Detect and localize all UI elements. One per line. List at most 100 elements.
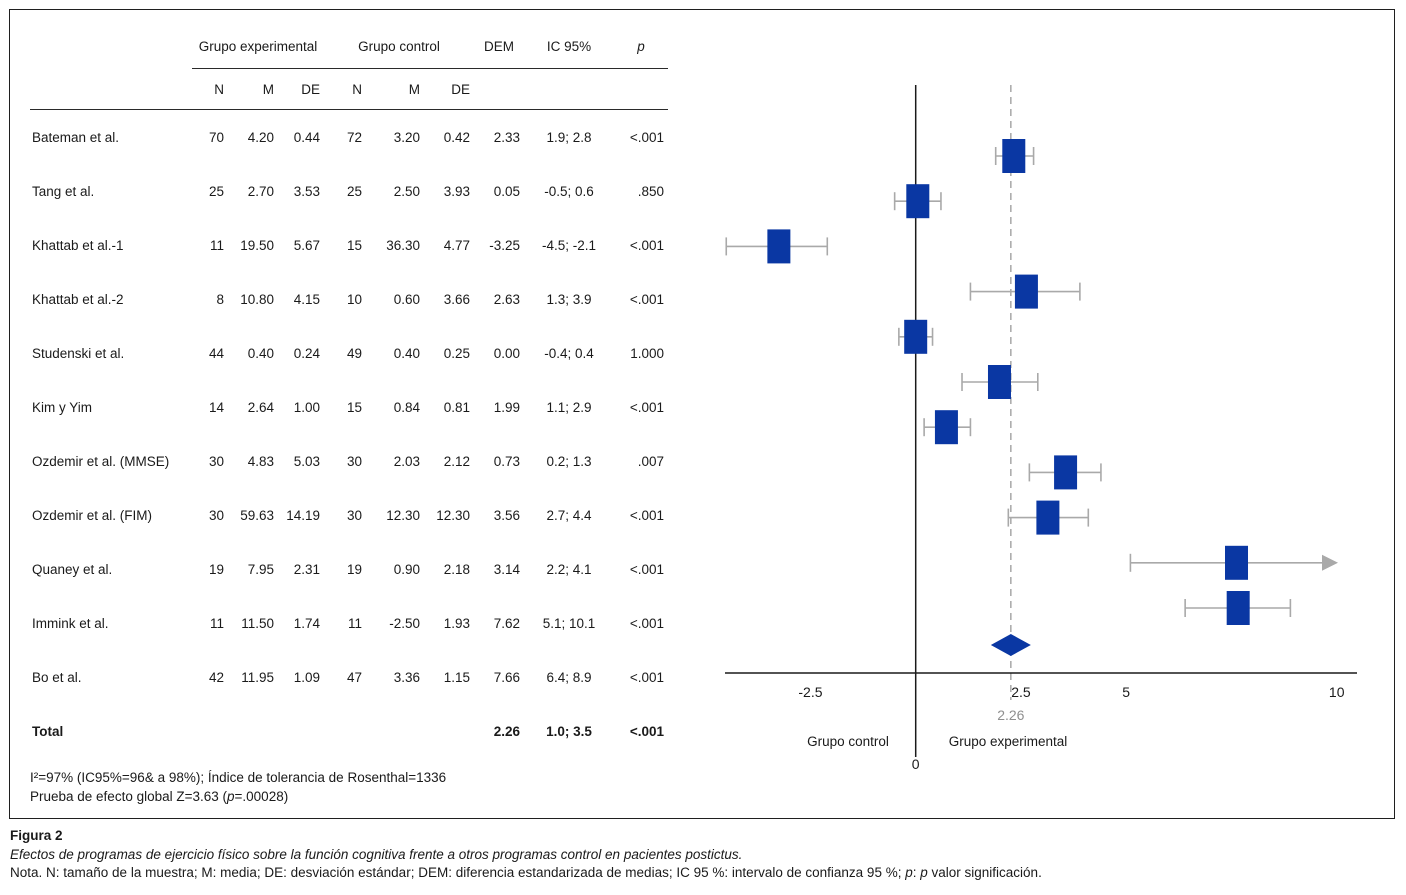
table-cell: Khattab et al.-2 <box>32 291 124 307</box>
table-cell: 25 <box>208 183 224 199</box>
table-cell: 72 <box>346 129 362 145</box>
table-cell: 30 <box>346 507 362 523</box>
table-row: Bo et al. 42 11.95 1.09 47 3.36 1.15 7.66 6.4; 8… <box>30 650 668 704</box>
note-p-italic: p <box>920 865 928 880</box>
subheader-de-exp: DE <box>301 81 320 97</box>
table-cell: 1.1; 2.9 <box>546 399 592 415</box>
effect-box <box>904 319 928 354</box>
table-cell: 0.90 <box>393 561 420 577</box>
table-cell: 4.77 <box>443 237 470 253</box>
table-cell: 1.00 <box>293 399 320 415</box>
effect-box <box>1054 455 1078 490</box>
table-cell: 2.70 <box>247 183 274 199</box>
footnote-text: Prueba de efecto global Z=3.63 ( <box>30 789 228 804</box>
footnote-global-effect: Prueba de efecto global Z=3.63 (p=.00028… <box>30 787 668 806</box>
table-cell: 2.12 <box>443 453 470 469</box>
table-cell: 19 <box>208 561 224 577</box>
table-cell: Tang et al. <box>32 183 95 199</box>
table-row: Ozdemir et al. (FIM) 30 59.63 14.19 30 12.30 1… <box>30 488 668 542</box>
column-header-dem: DEM <box>484 38 514 54</box>
table-cell: Quaney et al. <box>32 561 113 577</box>
table-cell: 10.80 <box>240 291 274 307</box>
table-cell: 0.00 <box>493 345 520 361</box>
table-cell: 19.50 <box>240 237 274 253</box>
table-cell: 1.74 <box>293 615 320 631</box>
table-cell: 59.63 <box>240 507 274 523</box>
table-cell: 1.15 <box>443 669 470 685</box>
table-cell: -4.5; -2.1 <box>541 237 597 253</box>
table-cell: 36.30 <box>386 237 420 253</box>
table-cell: -0.5; 0.6 <box>544 183 594 199</box>
effect-box <box>987 365 1011 399</box>
table-cell: Ozdemir et al. (FIM) <box>32 507 153 523</box>
table-cell: -0.4; 0.4 <box>544 345 594 361</box>
footnote-heterogeneity: I²=97% (IC95%=96& a 98%); Índice de tole… <box>30 770 447 785</box>
table-cell: 3.66 <box>443 291 470 307</box>
table-row: Khattab et al.-1 11 19.50 5.67 15 36.30 4.77 -3… <box>30 218 668 272</box>
table-cell: 2.33 <box>493 129 520 145</box>
table-cell: 7.66 <box>493 669 520 685</box>
table-row: Khattab et al.-2 8 10.80 4.15 10 0.60 3.66 2.63… <box>30 272 668 326</box>
table-cell: 3.20 <box>393 129 420 145</box>
table-cell: 11.95 <box>241 669 274 685</box>
table-cell: 12.30 <box>436 507 470 523</box>
table-cell: -2.50 <box>389 615 420 631</box>
table-cell: 42 <box>208 669 224 685</box>
caption-subtitle: Efectos de programas de ejercicio físico… <box>10 846 743 862</box>
table-body: Bateman et al. 70 4.20 0.44 72 3.20 0.42 2.33 1.… <box>30 110 668 704</box>
table-row: Bateman et al. 70 4.20 0.44 72 3.20 0.42 2.33 1.… <box>30 110 668 164</box>
table-cell: 10 <box>346 291 362 307</box>
table-cell: <.001 <box>629 129 664 145</box>
table-total-row: Total 2.26 1.0; 3.5 <.001 <box>30 704 668 758</box>
table-cell: 2.03 <box>393 453 420 469</box>
subheader-n-exp: N <box>214 81 224 97</box>
table-group-header-row: Grupo experimental Grupo control DEM IC … <box>30 24 668 68</box>
table-cell: 2.31 <box>293 561 320 577</box>
table-cell: 0.81 <box>443 399 470 415</box>
table-cell: 4.83 <box>247 453 274 469</box>
table-cell: 2.50 <box>393 183 420 199</box>
ci-truncation-arrow <box>1322 554 1338 571</box>
table-cell: Bo et al. <box>32 669 82 685</box>
table-cell: 4.15 <box>293 291 320 307</box>
table-cell: 2.64 <box>247 399 274 415</box>
pooled-value-label: 2.26 <box>997 707 1024 723</box>
header-rule-lower <box>30 109 668 110</box>
table-cell: 47 <box>346 669 362 685</box>
footnote-p-italic: p <box>227 789 235 804</box>
x-tick-label: 2.5 <box>1011 684 1031 700</box>
table-cell: 0.40 <box>393 345 420 361</box>
x-tick-label: 10 <box>1329 684 1345 700</box>
table-cell: Ozdemir et al. (MMSE) <box>32 453 170 469</box>
table-cell: <.001 <box>629 399 664 415</box>
table-cell: 7.95 <box>247 561 274 577</box>
effect-box <box>767 229 791 264</box>
table-row: Tang et al. 25 2.70 3.53 25 2.50 3.93 0.05 -0.5;… <box>30 164 668 218</box>
table-cell: 44 <box>208 345 224 361</box>
table-cell: <.001 <box>629 561 664 577</box>
table-cell: 3.36 <box>393 669 420 685</box>
effect-box <box>1225 545 1249 580</box>
table-cell: 0.44 <box>293 129 320 145</box>
table-cell: 6.4; 8.9 <box>546 669 592 685</box>
total-dem: 2.26 <box>493 723 520 739</box>
table-cell: 7.62 <box>493 615 520 631</box>
axis-left-group-label: Grupo control <box>807 734 889 749</box>
table-cell: 0.05 <box>493 183 520 199</box>
table-cell: 2.2; 4.1 <box>546 561 592 577</box>
table-row: Kim y Yim 14 2.64 1.00 15 0.84 0.81 1.99 1.1; 2.… <box>30 380 668 434</box>
table-row: Immink et al. 11 11.50 1.74 11 -2.50 1.93 7.62 5… <box>30 596 668 650</box>
table-cell: Immink et al. <box>32 615 109 631</box>
subheader-de-ctl: DE <box>451 81 470 97</box>
x-tick-label: 5 <box>1122 684 1130 700</box>
table-cell: 11.50 <box>241 615 274 631</box>
table-cell: <.001 <box>629 669 664 685</box>
table-cell: 11 <box>347 615 362 631</box>
table-cell: 2.63 <box>493 291 520 307</box>
table-cell: 70 <box>208 129 224 145</box>
table-cell: Khattab et al.-1 <box>32 237 124 253</box>
x-tick-label: -2.5 <box>798 684 822 700</box>
table-cell: 15 <box>346 237 362 253</box>
note-text: : <box>912 865 921 880</box>
